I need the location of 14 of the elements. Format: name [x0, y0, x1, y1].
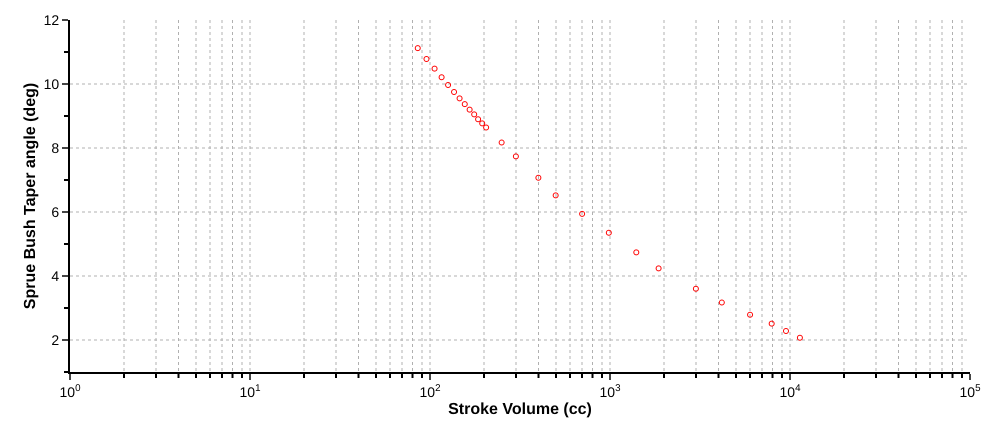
y-tick-label: 4 [51, 268, 60, 284]
y-tick-label: 6 [51, 204, 60, 220]
x-axis-title: Stroke Volume (cc) [448, 401, 592, 418]
x-tick-label: 10$^{1}$ [239, 382, 261, 400]
y-tick-label: 10 [44, 76, 60, 92]
x-tick-label: 10$^{5}$ [959, 382, 982, 400]
y-axis-title: Sprue Bush Taper angle (deg) [22, 82, 40, 310]
x-tick-label: 10$^{4}$ [779, 382, 802, 400]
y-tick-label: 8 [51, 140, 60, 156]
x-tick-label: 10$^{2}$ [419, 382, 441, 400]
y-tick-label: 12 [44, 12, 60, 28]
x-tick-label: 10$^{0}$ [59, 382, 82, 400]
x-tick-label: 10$^{3}$ [599, 382, 622, 400]
y-tick-label: 2 [51, 332, 60, 348]
